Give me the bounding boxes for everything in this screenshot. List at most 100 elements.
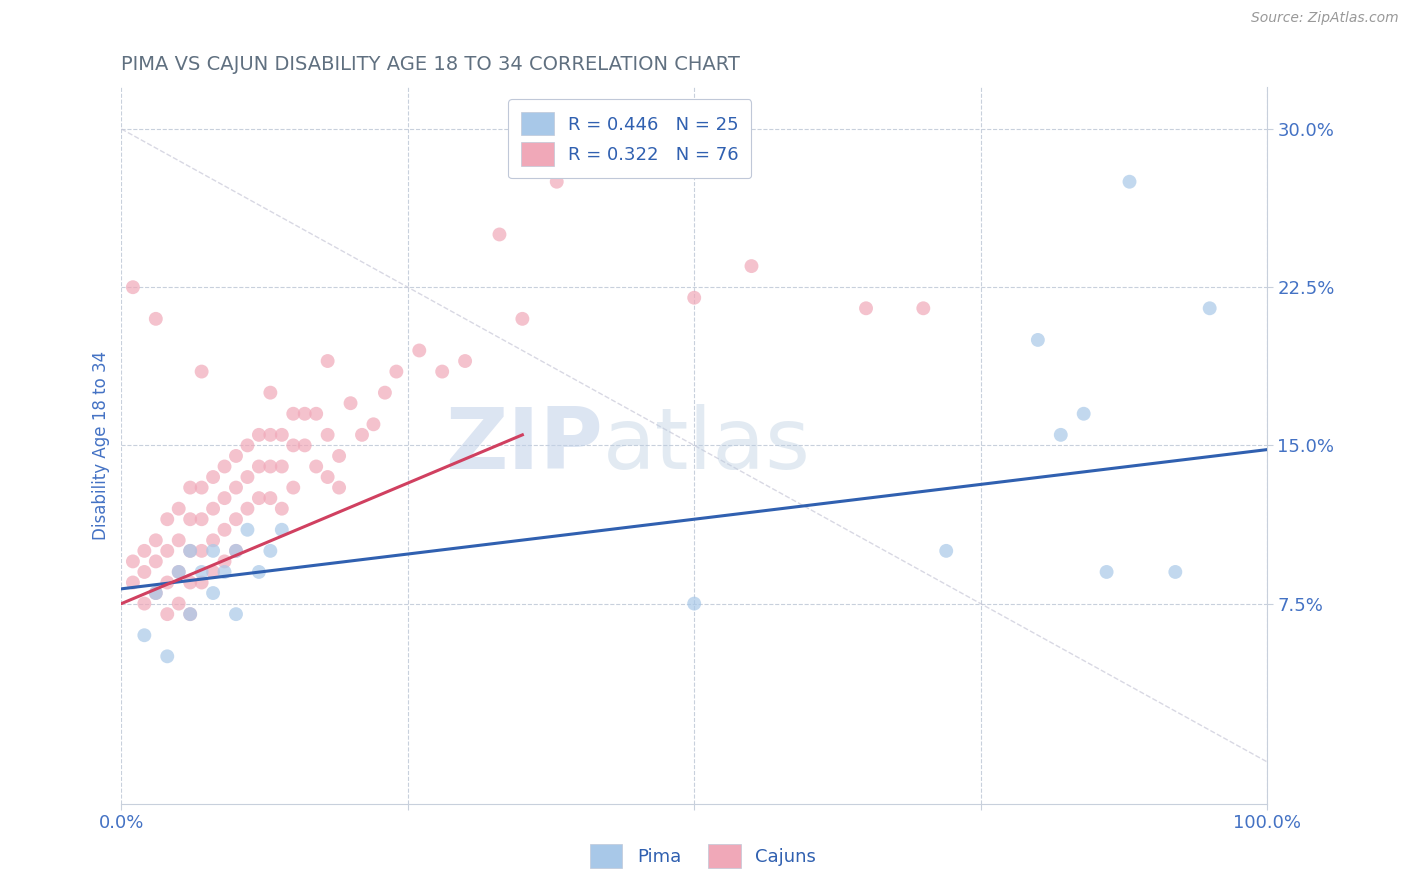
Point — [214, 491, 236, 505]
Point — [935, 544, 957, 558]
Point — [294, 407, 316, 421]
Point — [145, 311, 167, 326]
Point — [512, 311, 534, 326]
Point — [1198, 301, 1220, 316]
Point — [156, 544, 179, 558]
Point — [190, 575, 212, 590]
Point — [247, 491, 270, 505]
Point — [488, 227, 510, 242]
Point — [259, 385, 281, 400]
Point — [626, 132, 648, 146]
Point — [179, 481, 201, 495]
Point — [683, 597, 706, 611]
Point — [167, 565, 190, 579]
Point — [179, 607, 201, 622]
Point — [363, 417, 385, 432]
Point — [190, 544, 212, 558]
Point — [350, 427, 373, 442]
Point — [202, 544, 225, 558]
Point — [408, 343, 430, 358]
Point — [122, 280, 145, 294]
Point — [236, 501, 259, 516]
Point — [190, 365, 212, 379]
Point — [912, 301, 935, 316]
Point — [167, 533, 190, 548]
Point — [214, 565, 236, 579]
Point — [156, 607, 179, 622]
Point — [214, 554, 236, 568]
Point — [294, 438, 316, 452]
Point — [1049, 427, 1071, 442]
Legend: Pima, Cajuns: Pima, Cajuns — [579, 834, 827, 879]
Point — [432, 365, 454, 379]
Point — [247, 459, 270, 474]
Point — [225, 544, 247, 558]
Point — [247, 565, 270, 579]
Point — [122, 554, 145, 568]
Point — [145, 586, 167, 600]
Point — [270, 459, 292, 474]
Point — [328, 449, 350, 463]
Point — [247, 427, 270, 442]
Point — [134, 597, 156, 611]
Point — [122, 575, 145, 590]
Point — [385, 365, 408, 379]
Point — [156, 512, 179, 526]
Point — [1118, 175, 1140, 189]
Point — [305, 459, 328, 474]
Point — [202, 586, 225, 600]
Text: PIMA VS CAJUN DISABILITY AGE 18 TO 34 CORRELATION CHART: PIMA VS CAJUN DISABILITY AGE 18 TO 34 CO… — [121, 55, 741, 74]
Y-axis label: Disability Age 18 to 34: Disability Age 18 to 34 — [93, 351, 110, 540]
Point — [259, 491, 281, 505]
Point — [225, 607, 247, 622]
Point — [259, 427, 281, 442]
Point — [1073, 407, 1095, 421]
Point — [283, 407, 305, 421]
Point — [145, 533, 167, 548]
Point — [454, 354, 477, 368]
Point — [316, 354, 339, 368]
Point — [270, 501, 292, 516]
Point — [179, 512, 201, 526]
Text: atlas: atlas — [603, 404, 811, 487]
Legend: R = 0.446   N = 25, R = 0.322   N = 76: R = 0.446 N = 25, R = 0.322 N = 76 — [509, 99, 751, 178]
Point — [683, 291, 706, 305]
Point — [179, 544, 201, 558]
Point — [1026, 333, 1049, 347]
Point — [225, 481, 247, 495]
Point — [374, 385, 396, 400]
Point — [214, 523, 236, 537]
Point — [316, 470, 339, 484]
Point — [236, 470, 259, 484]
Point — [316, 427, 339, 442]
Point — [202, 533, 225, 548]
Point — [134, 544, 156, 558]
Point — [270, 427, 292, 442]
Point — [283, 438, 305, 452]
Point — [134, 565, 156, 579]
Point — [236, 438, 259, 452]
Point — [225, 449, 247, 463]
Point — [214, 459, 236, 474]
Point — [740, 259, 762, 273]
Point — [225, 512, 247, 526]
Point — [179, 544, 201, 558]
Point — [167, 597, 190, 611]
Point — [259, 544, 281, 558]
Point — [156, 649, 179, 664]
Point — [202, 470, 225, 484]
Point — [167, 501, 190, 516]
Point — [145, 586, 167, 600]
Point — [236, 523, 259, 537]
Point — [328, 481, 350, 495]
Point — [259, 459, 281, 474]
Point — [202, 501, 225, 516]
Point — [156, 575, 179, 590]
Point — [145, 554, 167, 568]
Point — [190, 565, 212, 579]
Point — [270, 523, 292, 537]
Point — [134, 628, 156, 642]
Point — [179, 607, 201, 622]
Point — [167, 565, 190, 579]
Point — [190, 512, 212, 526]
